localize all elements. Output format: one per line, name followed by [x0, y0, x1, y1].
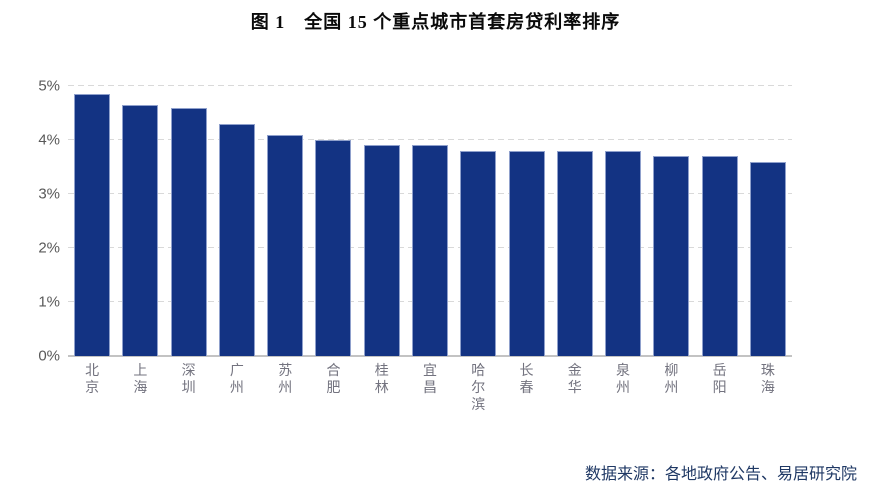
bar-深圳 [170, 107, 207, 356]
bar-slot [695, 86, 743, 356]
x-axis-labels: 北京 上海 深圳 广州 苏州 合肥 桂林 宜昌 哈尔滨 长春 金华 泉州 柳州 岳阳 珠海 [68, 362, 792, 412]
x-label-slot: 桂林 [358, 362, 406, 412]
bar-slot [116, 86, 164, 356]
bar-slot [551, 86, 599, 356]
y-tick-label: 1% [38, 293, 60, 311]
x-label-slot: 苏州 [261, 362, 309, 412]
bar-slot [502, 86, 550, 356]
y-tick-label: 0% [38, 347, 60, 365]
x-label-slot: 宜昌 [406, 362, 454, 412]
bar-泉州 [605, 150, 642, 356]
chart-title: 图 1 全国 15 个重点城市首套房贷利率排序 [250, 12, 621, 32]
bar-广州 [218, 123, 255, 356]
source-note: 数据来源：各地政府公告、易居研究院 [584, 466, 857, 483]
bar-苏州 [267, 134, 304, 356]
x-label-slot: 泉州 [599, 362, 647, 412]
bar-哈尔滨 [460, 150, 497, 356]
bar-slot [599, 86, 647, 356]
x-label-slot: 长春 [502, 362, 550, 412]
x-category-label: 桂林 [374, 362, 389, 395]
bar-slot [406, 86, 454, 356]
x-label-slot: 珠海 [744, 362, 792, 412]
x-label-slot: 哈尔滨 [454, 362, 502, 412]
x-category-label: 合肥 [326, 362, 341, 395]
x-category-label: 深圳 [181, 362, 196, 395]
y-tick-label: 3% [38, 185, 60, 203]
x-category-label: 长春 [519, 362, 534, 395]
bar-长春 [508, 150, 545, 356]
x-label-slot: 合肥 [309, 362, 357, 412]
y-tick-label: 5% [38, 77, 60, 95]
x-label-slot: 柳州 [647, 362, 695, 412]
x-category-label: 上海 [133, 362, 148, 395]
x-label-slot: 金华 [551, 362, 599, 412]
bar-slot [261, 86, 309, 356]
x-label-slot: 北京 [68, 362, 116, 412]
x-category-label: 宜昌 [422, 362, 437, 395]
bar-slot [309, 86, 357, 356]
bar-桂林 [363, 145, 400, 356]
x-category-label: 岳阳 [712, 362, 727, 395]
bar-slot [165, 86, 213, 356]
plot-area [68, 85, 792, 357]
bar-slot [744, 86, 792, 356]
gridline-4% [68, 139, 792, 140]
bars-container [68, 86, 792, 356]
bar-slot [647, 86, 695, 356]
bar-金华 [556, 150, 593, 356]
x-label-slot: 上海 [116, 362, 164, 412]
x-label-slot: 岳阳 [695, 362, 743, 412]
bar-slot [454, 86, 502, 356]
bar-宜昌 [411, 145, 448, 356]
bar-slot [358, 86, 406, 356]
x-category-label: 金华 [567, 362, 582, 395]
x-category-label: 广州 [229, 362, 244, 395]
x-category-label: 哈尔滨 [471, 362, 486, 412]
bar-岳阳 [701, 156, 738, 356]
x-category-label: 柳州 [664, 362, 679, 395]
bar-slot [68, 86, 116, 356]
y-tick-label: 4% [38, 131, 60, 149]
bar-slot [213, 86, 261, 356]
bar-北京 [74, 94, 111, 356]
x-category-label: 泉州 [616, 362, 631, 395]
x-label-slot: 深圳 [165, 362, 213, 412]
x-axis-line [68, 355, 792, 357]
x-label-slot: 广州 [213, 362, 261, 412]
bar-柳州 [653, 156, 690, 356]
x-category-label: 北京 [85, 362, 100, 395]
bar-合肥 [315, 140, 352, 356]
gridline-5% [68, 85, 792, 86]
bar-上海 [122, 104, 159, 356]
y-tick-label: 2% [38, 239, 60, 257]
x-category-label: 珠海 [760, 362, 775, 395]
y-axis: 0% 1% 2% 3% 4% 5% [18, 78, 60, 365]
bar-珠海 [749, 161, 786, 356]
x-category-label: 苏州 [278, 362, 293, 395]
